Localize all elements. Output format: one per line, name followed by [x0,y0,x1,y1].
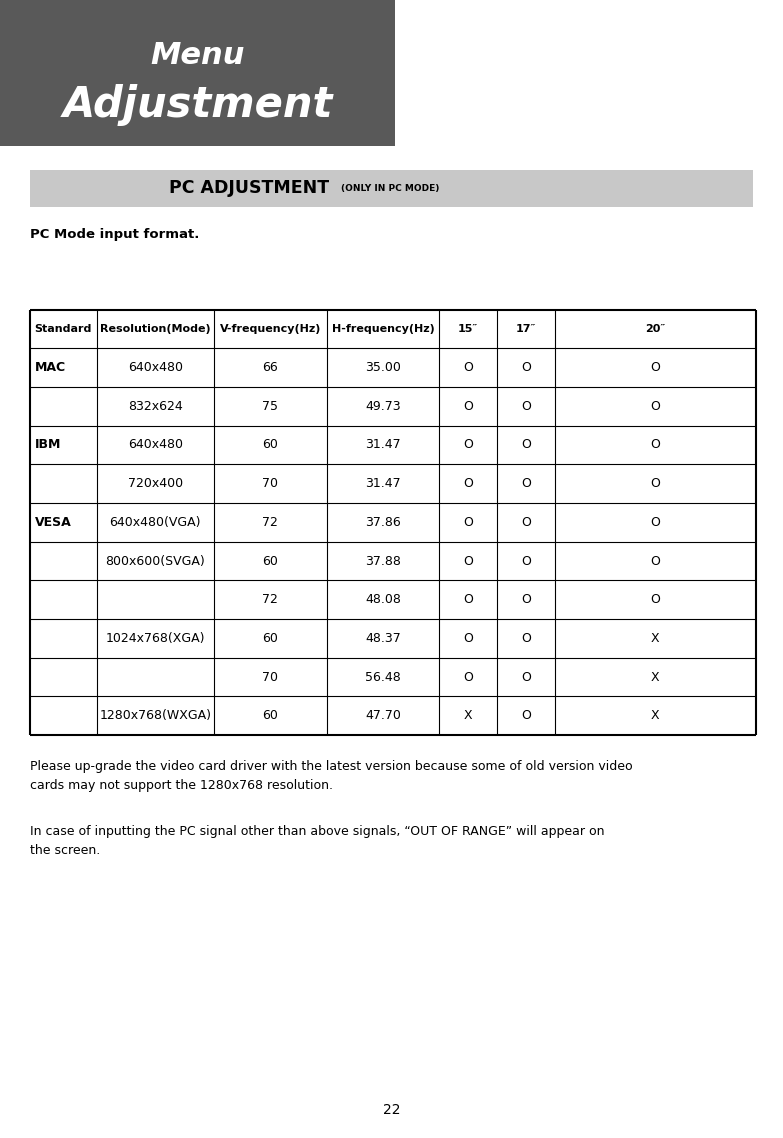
Text: 75: 75 [262,399,279,413]
Text: 15″: 15″ [458,324,478,333]
Text: O: O [521,670,531,684]
Text: O: O [521,709,531,723]
Text: V-frequency(Hz): V-frequency(Hz) [220,324,321,333]
Text: In case of inputting the PC signal other than above signals, “OUT OF RANGE” will: In case of inputting the PC signal other… [30,825,604,857]
Text: 47.70: 47.70 [365,709,401,723]
Text: 70: 70 [262,477,279,490]
Text: 720x400: 720x400 [128,477,183,490]
Text: Adjustment: Adjustment [63,84,333,126]
Bar [30,170,753,207]
Text: 60: 60 [262,554,278,568]
Text: 17″: 17″ [516,324,536,333]
Text: O: O [651,554,660,568]
Text: 35.00: 35.00 [365,361,401,374]
Text: 48.37: 48.37 [365,632,401,645]
Text: Menu: Menu [150,41,245,69]
Text: 22: 22 [383,1103,400,1116]
Text: 66: 66 [262,361,278,374]
Text: O: O [521,477,531,490]
Text: IBM: IBM [34,438,61,452]
Text: 37.88: 37.88 [365,554,401,568]
Text: 72: 72 [262,593,278,607]
Text: O: O [521,438,531,452]
Text: X: X [651,709,660,723]
Text: 1024x768(XGA): 1024x768(XGA) [106,632,205,645]
Text: 1280x768(WXGA): 1280x768(WXGA) [99,709,211,723]
Text: 20″: 20″ [645,324,666,333]
Text: 48.08: 48.08 [365,593,401,607]
Text: PC ADJUSTMENT: PC ADJUSTMENT [168,180,329,197]
Text: O: O [651,361,660,374]
Text: 60: 60 [262,632,278,645]
Text: 56.48: 56.48 [365,670,401,684]
Text: 640x480: 640x480 [128,438,182,452]
Text: O: O [464,554,473,568]
Text: O: O [651,516,660,529]
Text: O: O [521,554,531,568]
Text: 31.47: 31.47 [365,438,401,452]
Text: O: O [651,399,660,413]
Text: X: X [651,632,660,645]
Text: O: O [464,361,473,374]
Text: O: O [464,438,473,452]
Text: O: O [521,361,531,374]
Text: 832x624: 832x624 [128,399,182,413]
Text: O: O [464,632,473,645]
Text: O: O [464,399,473,413]
Text: O: O [651,477,660,490]
Bar [0,0,395,146]
Text: O: O [521,516,531,529]
Text: PC Mode input format.: PC Mode input format. [30,228,199,240]
Text: O: O [651,593,660,607]
Text: O: O [464,477,473,490]
Text: Standard: Standard [34,324,92,333]
Text: MAC: MAC [34,361,66,374]
Text: X: X [464,709,472,723]
Text: Resolution(Mode): Resolution(Mode) [100,324,211,333]
Text: 60: 60 [262,438,278,452]
Text: 31.47: 31.47 [365,477,401,490]
Text: O: O [464,593,473,607]
Text: 640x480(VGA): 640x480(VGA) [110,516,201,529]
Text: 49.73: 49.73 [365,399,401,413]
Text: VESA: VESA [34,516,71,529]
Text: 37.86: 37.86 [365,516,401,529]
Text: 800x600(SVGA): 800x600(SVGA) [106,554,205,568]
Text: O: O [464,516,473,529]
Text: O: O [651,438,660,452]
Text: 72: 72 [262,516,278,529]
Text: Please up-grade the video card driver with the latest version because some of ol: Please up-grade the video card driver wi… [30,760,633,792]
Text: (ONLY IN PC MODE): (ONLY IN PC MODE) [341,184,439,192]
Text: H-frequency(Hz): H-frequency(Hz) [331,324,435,333]
Text: O: O [521,399,531,413]
Text: O: O [464,670,473,684]
Text: 60: 60 [262,709,278,723]
Text: O: O [521,593,531,607]
Text: 70: 70 [262,670,279,684]
Text: X: X [651,670,660,684]
Text: 640x480: 640x480 [128,361,182,374]
Text: O: O [521,632,531,645]
